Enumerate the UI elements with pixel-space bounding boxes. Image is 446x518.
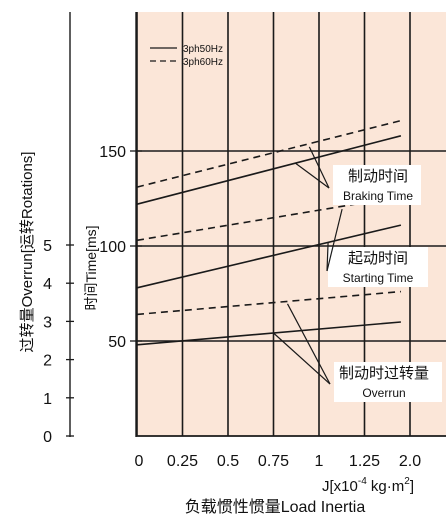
legend-label: 3ph50Hz [183,44,223,55]
x-axis-label-part: -4 [358,476,367,487]
axes: 0 1 2 3 4 5 50 100 150 0 0.25 0.5 0.75 1 1.25 2.0 J[x10-… [43,12,446,495]
annotation-cn: 制动时间 [348,168,408,185]
time-tick-label: 50 [108,334,126,351]
annotation-leader [294,162,330,189]
overrun-dashed-line [136,290,401,316]
x-axis-label-part: 2 [404,476,410,487]
x-tick-label: 2.0 [399,453,421,470]
axis-labels: 过转量Overrun[运转Rotations] 时间Time[ms] 负载惯性惯… [19,152,365,516]
load-inertia-label: 负载惯性惯量Load Inertia [185,498,366,516]
time-axis-label: 时间Time[ms] [83,225,99,310]
annotation-leader [308,146,330,189]
x-axis-label-part: kg·m [367,478,405,495]
annotation-box [333,165,421,205]
annotation-en: Overrun [362,386,405,400]
annotation-leader [273,332,331,385]
x-tick-label: 1 [315,453,324,470]
annotation-box [334,362,442,402]
overrun-solid-line [136,321,401,346]
annotation-en: Braking Time [343,189,413,203]
x-axis-label-part: ] [410,478,414,495]
overrun-tick-label: 3 [43,314,52,331]
x-tick-label: 0.75 [258,453,289,470]
overrun-axis-label: 过转量Overrun[运转Rotations] [19,152,36,353]
annotation-cn: 制动时过转量 [339,365,429,382]
overrun-tick-label: 5 [43,238,52,255]
legend-label: 3ph60Hz [183,57,223,68]
overrun-tick-label: 4 [43,276,52,293]
x-tick-label: 0.25 [167,453,198,470]
overrun-tick-label: 0 [43,429,52,446]
x-tick-label: 0 [135,453,144,470]
annotation-leader [286,303,331,385]
overrun-tick-label: 2 [43,353,52,370]
x-axis-label: J[x10-4 kg·m2] [322,476,414,495]
x-tick-label: 1.25 [349,453,380,470]
annotation-en: Starting Time [343,271,414,285]
starting-solid-line [136,224,402,289]
annotations: 制动时间 Braking Time 起动时间 Starting Time 制动时过转量 O… [273,146,442,402]
braking-dashed-line [136,119,402,188]
annotation-cn: 起动时间 [348,250,408,267]
annotation-leader [326,209,343,272]
series-lines [136,119,402,346]
x-axis-label-part: J[x10 [322,478,358,495]
braking-solid-line [136,135,402,205]
legend: 3ph50Hz 3ph60Hz [150,44,223,68]
time-tick-label: 100 [99,239,126,256]
overrun-tick-label: 1 [43,391,52,408]
x-tick-label: 0.5 [217,453,239,470]
time-tick-label: 150 [99,144,126,161]
annotation-box [328,247,428,287]
annotation-leader [326,242,329,272]
